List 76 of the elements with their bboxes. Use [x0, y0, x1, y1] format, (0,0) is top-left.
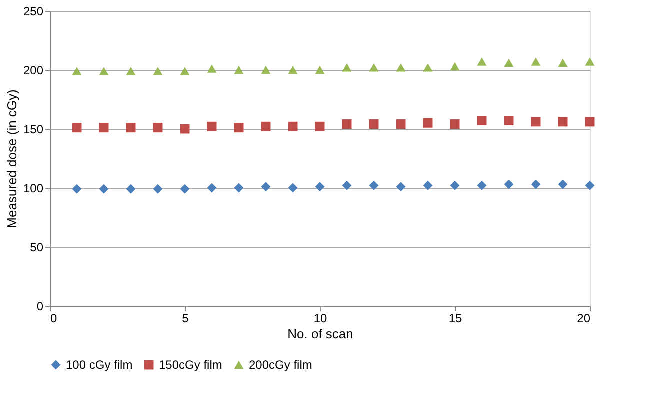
point: [180, 184, 190, 194]
point: [585, 58, 595, 66]
point: [423, 118, 433, 128]
x-axis-title: No. of scan: [288, 326, 354, 342]
point: [396, 64, 406, 72]
point: [207, 64, 217, 73]
point: [99, 123, 109, 133]
point: [261, 182, 271, 192]
y-tick-label: 150: [23, 122, 44, 136]
point: [288, 66, 298, 74]
point: [99, 67, 109, 76]
point: [72, 184, 82, 194]
point: [342, 64, 352, 72]
point: [531, 180, 541, 190]
point: [369, 64, 379, 72]
point: [99, 184, 109, 194]
legend-label: 150cGy film: [159, 358, 222, 372]
point: [234, 66, 244, 74]
point: [504, 116, 514, 126]
point: [450, 120, 460, 130]
x-tick-label: 20: [577, 312, 591, 326]
point: [153, 184, 163, 194]
point: [558, 117, 568, 127]
point: [72, 123, 82, 133]
point: [180, 67, 190, 76]
legend-label: 200cGy film: [249, 358, 312, 372]
point: [585, 180, 595, 190]
point: [207, 122, 217, 132]
point: [72, 67, 82, 76]
point: [558, 180, 568, 190]
point: [504, 180, 514, 190]
point: [531, 58, 541, 66]
point: [315, 182, 325, 192]
point: [153, 123, 163, 133]
point: [396, 120, 406, 130]
point: [396, 182, 406, 192]
point: [477, 58, 487, 66]
y-tick-label: 250: [23, 4, 44, 18]
point: [180, 124, 190, 134]
point: [126, 184, 136, 194]
point: [234, 183, 244, 193]
legend-label: 100 cGy film: [66, 358, 133, 372]
x-tick-label: 10: [314, 312, 328, 326]
y-axis-title: Measured dose (in cGy): [4, 90, 20, 228]
point: [342, 120, 352, 130]
point: [288, 183, 298, 193]
point: [477, 116, 487, 126]
point: [126, 123, 136, 133]
point: [477, 180, 487, 190]
point: [342, 180, 352, 190]
point: [369, 180, 379, 190]
point: [369, 120, 379, 130]
point: [315, 66, 325, 74]
point: [315, 122, 325, 132]
point: [585, 117, 595, 127]
point: [234, 123, 244, 133]
y-tick-label: 200: [23, 64, 44, 78]
point: [261, 122, 271, 132]
point: [423, 64, 433, 72]
point: [261, 66, 271, 74]
point: [504, 58, 514, 68]
point: [450, 62, 460, 71]
x-tick-label: 15: [448, 312, 462, 326]
point: [126, 67, 136, 76]
x-tick-label: 5: [182, 312, 190, 326]
point: [153, 67, 163, 76]
y-tick-label: 100: [23, 182, 44, 196]
point: [531, 117, 541, 127]
point: [450, 180, 460, 190]
point: [558, 58, 568, 68]
point: [423, 180, 433, 190]
point: [288, 122, 298, 132]
x-tick-label: 0: [50, 312, 58, 326]
point: [207, 183, 217, 193]
y-tick-label: 0: [36, 300, 44, 314]
y-tick-label: 50: [30, 240, 44, 254]
